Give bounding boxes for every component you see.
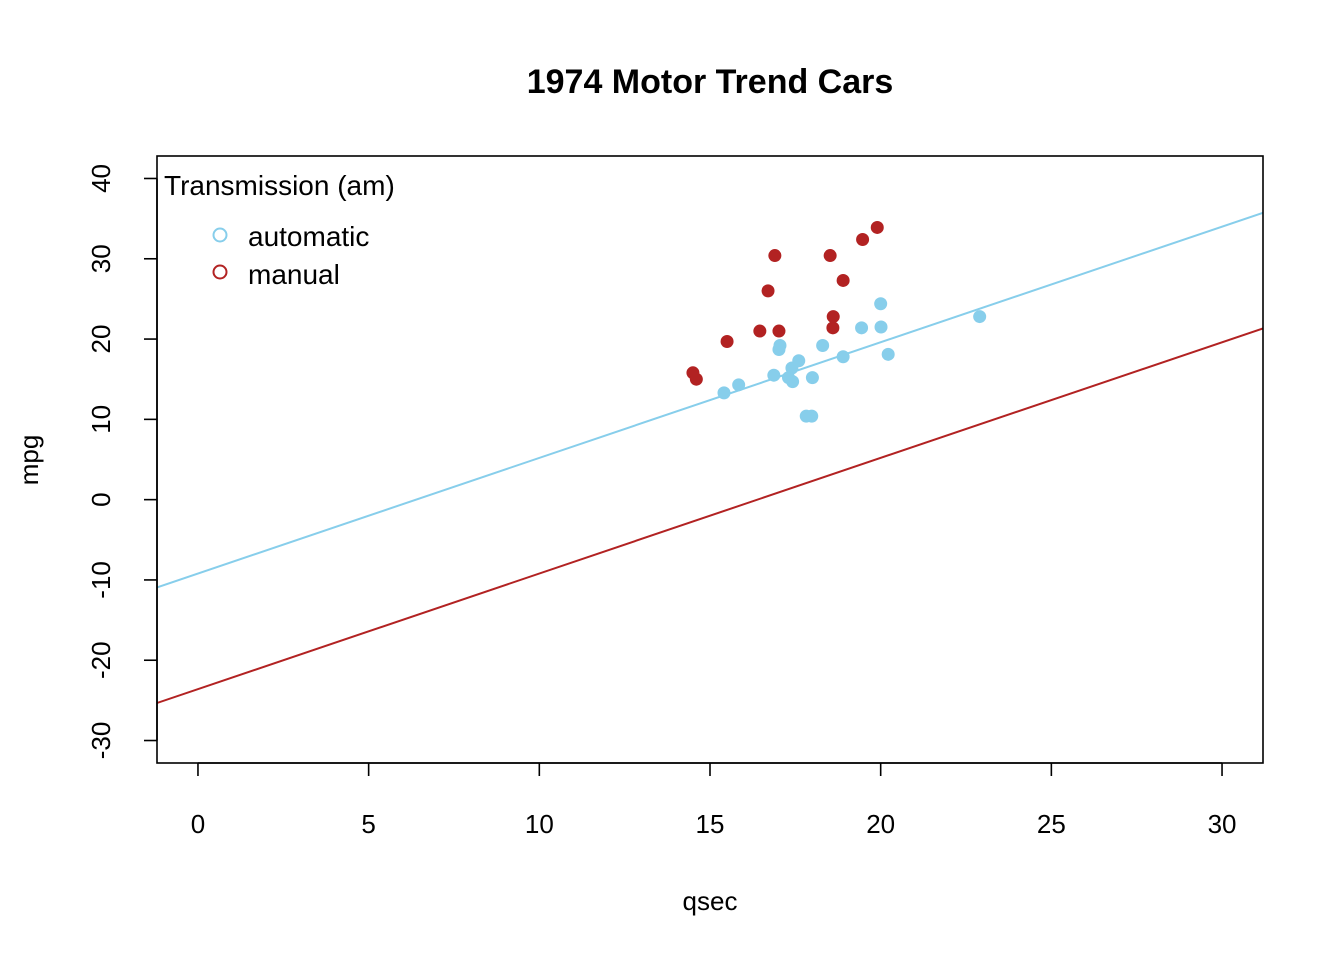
- legend-marker-automatic: [212, 227, 228, 243]
- point-automatic: [816, 338, 830, 352]
- x-tick-label: 5: [361, 809, 375, 839]
- point-manual: [870, 220, 884, 234]
- point-automatic: [767, 368, 781, 382]
- y-tick-label: 30: [86, 244, 116, 273]
- legend: Transmission (am) automatic manual: [164, 170, 395, 290]
- point-manual: [768, 249, 782, 263]
- legend-label-manual: manual: [248, 259, 340, 290]
- legend-label-automatic: automatic: [248, 221, 369, 252]
- point-automatic: [782, 371, 796, 385]
- point-manual: [753, 324, 767, 338]
- x-tick-label: 0: [191, 809, 205, 839]
- point-manual: [826, 310, 840, 324]
- x-tick-label: 15: [696, 809, 725, 839]
- y-axis-label: mpg: [14, 435, 44, 486]
- y-tick-label: 40: [86, 164, 116, 193]
- x-axis-label: qsec: [683, 886, 738, 916]
- point-manual: [761, 284, 775, 298]
- fit-line-manual: [157, 327, 1263, 705]
- y-tick-label: 10: [86, 405, 116, 434]
- chart-title: 1974 Motor Trend Cars: [527, 63, 894, 101]
- point-automatic: [773, 338, 787, 352]
- x-tick-label: 30: [1208, 809, 1237, 839]
- y-axis: -30 -20 -10 0 10 20 30 40: [86, 164, 158, 760]
- point-automatic: [874, 297, 888, 311]
- y-tick-label: 20: [86, 325, 116, 354]
- y-tick-label: -10: [86, 561, 116, 599]
- legend-title: Transmission (am): [164, 170, 395, 201]
- point-automatic: [805, 371, 819, 385]
- point-automatic: [973, 310, 987, 324]
- x-tick-label: 10: [525, 809, 554, 839]
- point-automatic: [855, 321, 869, 335]
- point-manual: [826, 321, 840, 335]
- point-manual: [856, 233, 870, 247]
- point-automatic: [792, 354, 806, 368]
- point-automatic: [799, 409, 813, 423]
- fit-line-automatic: [157, 211, 1263, 589]
- legend-marker-manual: [212, 264, 228, 280]
- y-tick-label: -20: [86, 641, 116, 679]
- point-manual: [836, 273, 850, 287]
- point-manual: [772, 324, 786, 338]
- data-points: [686, 220, 987, 423]
- point-manual: [720, 334, 734, 348]
- point-automatic: [881, 347, 895, 361]
- point-automatic: [836, 350, 850, 364]
- point-manual: [689, 372, 703, 386]
- x-axis: 0 5 10 15 20 25 30: [191, 762, 1237, 839]
- point-automatic: [874, 320, 888, 334]
- x-tick-label: 25: [1037, 809, 1066, 839]
- point-automatic: [717, 386, 731, 400]
- point-automatic: [732, 378, 746, 392]
- y-tick-label: 0: [86, 492, 116, 506]
- fit-lines: [157, 211, 1263, 705]
- point-manual: [823, 249, 837, 263]
- y-tick-label: -30: [86, 722, 116, 760]
- x-tick-label: 20: [866, 809, 895, 839]
